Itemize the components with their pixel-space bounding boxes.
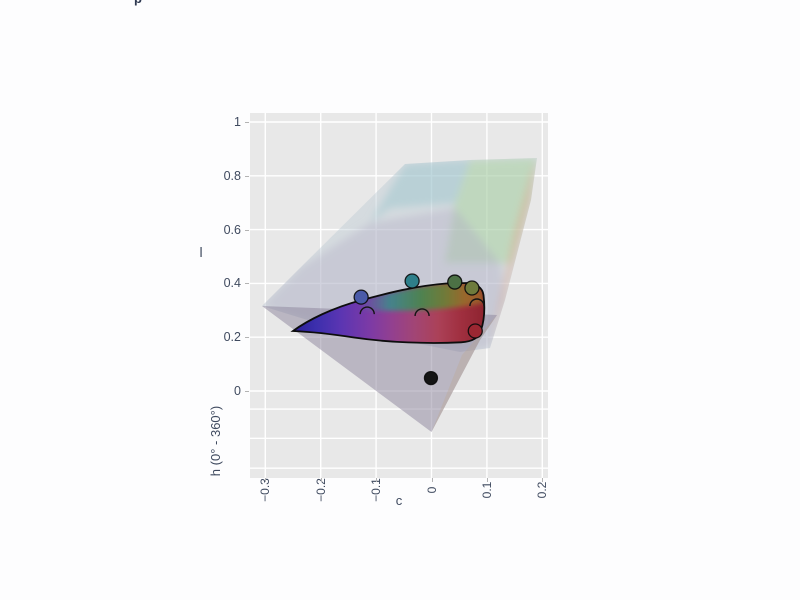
x-tick-mark bbox=[320, 478, 322, 482]
y-tick-mark bbox=[245, 175, 249, 177]
scatter-marker-black-point[interactable] bbox=[423, 370, 439, 386]
scatter-marker[interactable] bbox=[467, 323, 483, 339]
y-tick-mark bbox=[245, 337, 249, 339]
y-tick-label: 0.8 bbox=[223, 168, 241, 183]
scatter-marker[interactable] bbox=[353, 289, 369, 305]
scatter-marker-arc[interactable] bbox=[469, 298, 485, 307]
y-tick-label: 0.4 bbox=[223, 276, 241, 291]
y-tick-label: 1 bbox=[234, 115, 241, 129]
y-tick-label: 0.2 bbox=[223, 330, 241, 345]
y-tick-mark bbox=[245, 391, 249, 392]
x-axis-title: c bbox=[395, 493, 403, 508]
mesh-patch bbox=[370, 160, 470, 223]
y-axis-title-l: l bbox=[199, 244, 203, 260]
plot-canvas[interactable] bbox=[250, 113, 548, 478]
plot-area[interactable] bbox=[250, 113, 548, 478]
scatter-marker-arc[interactable] bbox=[414, 308, 430, 317]
scatter-marker[interactable] bbox=[447, 274, 463, 290]
y-tick-mark bbox=[245, 229, 249, 231]
scatter-marker[interactable] bbox=[464, 280, 480, 296]
y-axis-title-h: h (0° - 360°) bbox=[208, 405, 223, 477]
x-tick-mark bbox=[376, 478, 378, 482]
y-tick-mark bbox=[245, 283, 249, 285]
scatter-marker[interactable] bbox=[404, 273, 420, 289]
mesh-patch bbox=[490, 158, 537, 348]
y-tick-label: 0.6 bbox=[223, 222, 241, 237]
x-tick-mark bbox=[542, 478, 544, 482]
y-tick-mark bbox=[245, 122, 249, 123]
clipped-title-text: p bbox=[132, 0, 146, 6]
clipped-title-fragment: p bbox=[134, 0, 142, 6]
scatter-marker-arc[interactable] bbox=[359, 306, 375, 315]
x-tick-mark bbox=[265, 478, 267, 482]
x-tick-mark bbox=[486, 478, 488, 482]
gamut-slice-top-shading bbox=[358, 283, 484, 311]
x-tick-mark bbox=[431, 478, 433, 482]
